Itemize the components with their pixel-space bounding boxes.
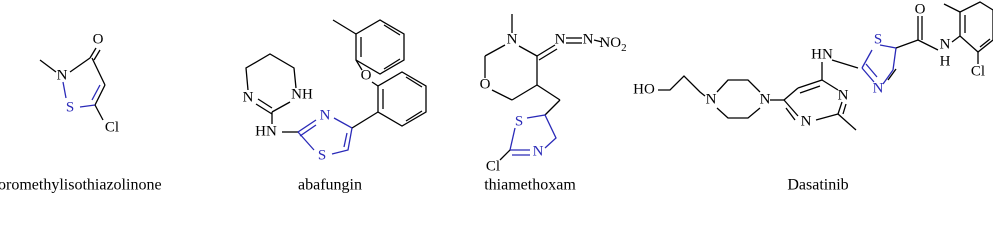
atom-label: N: [583, 31, 594, 47]
structures-figure: O N S Cl chloromethylisothiazolinone NH …: [0, 1, 993, 194]
atom-label: O: [93, 31, 104, 47]
atom-label: HN: [811, 46, 833, 62]
atom-label: N: [507, 31, 518, 47]
atom-label: Cl: [971, 63, 985, 79]
atom-label: N: [57, 67, 68, 83]
molecule-2: NH N HN N S O abafungin: [243, 19, 427, 194]
atom-label: S: [874, 31, 882, 47]
atom-label: N: [555, 31, 566, 47]
molecule-1: O N S Cl chloromethylisothiazolinone: [0, 31, 162, 193]
atom-label: N: [533, 143, 544, 159]
label-part: NO: [599, 35, 621, 51]
atom-label: N: [760, 91, 771, 107]
atom-label: N: [838, 87, 849, 103]
atom-label: Cl: [105, 119, 119, 135]
label-part: 2: [621, 42, 627, 54]
molecule-4: HO N N N N HN S N O N H Cl Dasatinib: [633, 1, 993, 194]
atom-label: NH: [291, 86, 313, 102]
atom-label: NO2: [599, 35, 626, 53]
atom-label: N: [243, 89, 254, 105]
atom-label: S: [318, 147, 326, 163]
atom-label: O: [480, 76, 491, 92]
atom-label: HN: [255, 123, 277, 139]
molecule-3: N N N NO2 O S N Cl thiamethoxam: [480, 14, 627, 194]
atom-label: O: [361, 67, 372, 83]
atom-label: S: [66, 99, 74, 115]
atom-label: S: [515, 113, 523, 129]
atom-label: O: [915, 1, 926, 17]
molecule-name: thiamethoxam: [484, 177, 576, 194]
molecule-name: Dasatinib: [787, 177, 848, 194]
atom-label: H: [940, 53, 951, 69]
molecule-name: abafungin: [298, 177, 362, 194]
atom-label: HO: [633, 81, 655, 97]
molecule-name: chloromethylisothiazolinone: [0, 177, 162, 194]
atom-label: Cl: [486, 158, 500, 174]
atom-label: N: [873, 80, 884, 96]
atom-label: N: [706, 91, 717, 107]
atom-label: N: [940, 36, 951, 52]
atom-label: N: [801, 113, 812, 129]
atom-label: N: [320, 107, 331, 123]
